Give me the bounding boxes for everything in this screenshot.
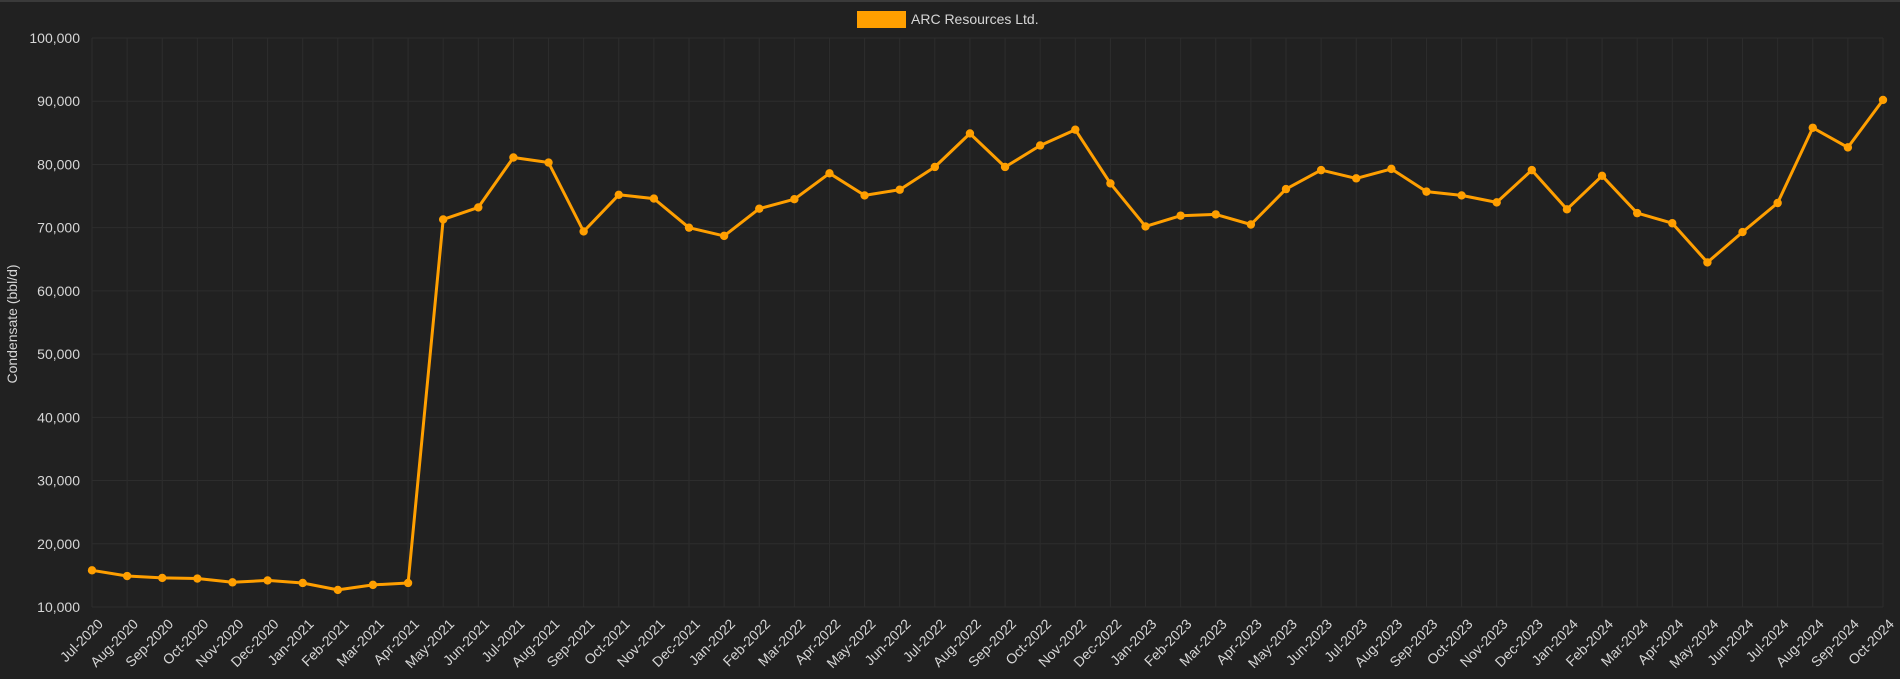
data-point[interactable] — [1071, 125, 1080, 134]
data-point[interactable] — [1352, 174, 1361, 183]
data-point[interactable] — [228, 578, 237, 587]
data-point[interactable] — [474, 203, 483, 212]
data-point[interactable] — [158, 573, 167, 583]
y-tick-label: 80,000 — [37, 156, 80, 172]
data-point[interactable] — [649, 194, 659, 203]
data-point[interactable] — [1668, 219, 1677, 228]
y-axis-ticks: 10,000 20,000 30,000 40,000 50,000 60,000 70,0… — [29, 30, 80, 615]
data-point[interactable] — [509, 153, 518, 162]
data-point[interactable] — [1597, 171, 1607, 181]
data-point[interactable] — [579, 227, 588, 236]
grid — [91, 37, 1884, 608]
data-point[interactable] — [1492, 198, 1501, 207]
data-point[interactable] — [719, 231, 729, 241]
data-point[interactable] — [193, 574, 202, 583]
data-point[interactable] — [965, 129, 975, 138]
y-tick-label: 70,000 — [37, 220, 80, 236]
data-point[interactable] — [1773, 198, 1782, 208]
data-point[interactable] — [1387, 164, 1396, 174]
legend-label: ARC Resources Ltd. — [911, 11, 1039, 27]
data-point[interactable] — [263, 576, 272, 585]
legend-swatch — [857, 11, 906, 28]
data-point[interactable] — [1878, 95, 1888, 105]
data-point[interactable] — [298, 578, 307, 588]
data-point[interactable] — [1562, 205, 1572, 214]
data-point[interactable] — [1246, 220, 1256, 229]
y-axis-title: Condensate (bbl/d) — [4, 264, 20, 383]
y-tick-label: 90,000 — [37, 93, 80, 109]
data-point[interactable] — [895, 185, 904, 194]
series-points — [87, 95, 1888, 595]
data-point[interactable] — [1000, 162, 1010, 172]
data-point[interactable] — [438, 215, 448, 224]
data-point[interactable] — [1457, 191, 1466, 200]
data-point[interactable] — [333, 585, 343, 595]
data-point[interactable] — [1632, 208, 1642, 218]
data-point[interactable] — [1527, 165, 1537, 175]
data-point[interactable] — [1738, 227, 1747, 237]
data-point[interactable] — [1422, 187, 1431, 196]
data-point[interactable] — [1808, 123, 1817, 132]
data-point[interactable] — [1035, 141, 1045, 150]
data-point[interactable] — [790, 195, 799, 204]
y-tick-label: 20,000 — [37, 536, 80, 552]
data-point[interactable] — [1106, 179, 1115, 188]
data-point[interactable] — [1176, 211, 1185, 220]
data-point[interactable] — [1281, 184, 1291, 194]
y-tick-label: 60,000 — [37, 283, 80, 299]
data-point[interactable] — [1316, 165, 1326, 175]
data-point[interactable] — [930, 162, 940, 172]
data-point[interactable] — [403, 578, 413, 588]
data-point[interactable] — [87, 566, 97, 575]
data-point[interactable] — [1703, 258, 1712, 267]
data-point[interactable] — [684, 223, 694, 232]
y-tick-label: 40,000 — [37, 409, 80, 425]
data-point[interactable] — [614, 190, 623, 199]
data-point[interactable] — [544, 158, 553, 167]
data-point[interactable] — [122, 571, 132, 581]
data-point[interactable] — [825, 169, 834, 178]
data-point[interactable] — [755, 204, 764, 213]
legend[interactable]: ARC Resources Ltd. — [857, 11, 1039, 28]
data-point[interactable] — [1211, 210, 1220, 219]
series-line-arc-resources — [90, 98, 1885, 592]
data-point[interactable] — [368, 580, 378, 590]
data-point[interactable] — [1141, 222, 1150, 231]
y-tick-label: 100,000 — [29, 30, 80, 46]
y-tick-label: 10,000 — [37, 599, 80, 615]
data-point[interactable] — [860, 191, 869, 200]
data-point[interactable] — [1843, 143, 1853, 152]
y-tick-label: 30,000 — [37, 473, 80, 489]
y-tick-label: 50,000 — [37, 346, 80, 362]
